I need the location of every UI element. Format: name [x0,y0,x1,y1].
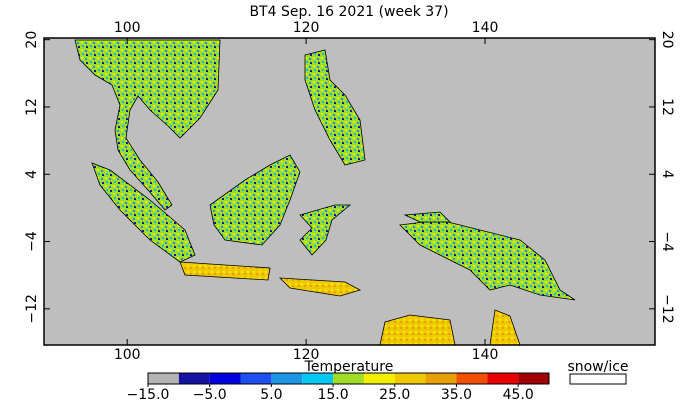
colorbar-title: Temperature [304,359,394,375]
colorbar-tick-label: 15.0 [317,387,348,403]
colorbar-segment [240,373,272,384]
y-tick-label: 20 [24,31,40,49]
y-tick-label: −4 [24,231,40,252]
colorbar-segment [363,373,395,384]
x-tick-label: 100 [114,20,141,36]
colorbar-tick-label: 45.0 [503,387,534,403]
colorbar-tick-label: 5.0 [260,387,282,403]
colorbar-segment [425,373,457,384]
x-tick-label: 100 [114,347,141,363]
y-tick-label: 4 [659,170,675,179]
colorbar-segment [333,373,364,384]
colorbar-segment [394,373,426,384]
colorbar-tick-label: −5.0 [193,387,227,403]
colorbar-segment [302,373,334,384]
snow-label: snow/ice [567,359,628,375]
y-tick-label: 12 [24,98,40,116]
colorbar-tick-label: 25.0 [379,387,410,403]
snow-box [569,373,627,385]
colorbar-segment [271,373,303,384]
y-tick-label: 20 [659,31,675,49]
colorbar-segment [487,373,519,384]
colorbar-segment [209,373,241,384]
y-tick-label: −12 [659,294,675,324]
x-tick-label: 140 [472,20,499,36]
colorbar-tick-label: 35.0 [441,387,472,403]
map-frame [43,37,656,346]
x-tick-label: 120 [293,347,320,363]
land [74,39,576,346]
y-tick-label: 12 [659,98,675,116]
colorbar-tick-label: −15.0 [127,387,170,403]
colorbar-segment [518,373,549,384]
colorbar-frame [147,372,550,385]
colorbar-segment [178,373,210,384]
y-tick-label: 4 [24,170,40,179]
y-tick-label: −4 [659,231,675,252]
x-tick-label: 120 [293,20,320,36]
colorbar-segment [148,373,179,384]
x-tick-label: 140 [472,347,499,363]
y-tick-label: −12 [24,294,40,324]
colorbar-segment [456,373,488,384]
title: BT4 Sep. 16 2021 (week 37) [249,4,448,20]
